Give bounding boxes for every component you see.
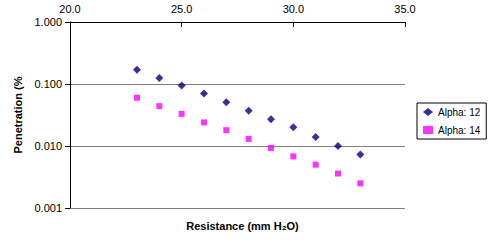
svg-text:Penetration (%: Penetration (% bbox=[12, 76, 24, 153]
svg-text:0.100: 0.100 bbox=[34, 78, 62, 90]
svg-text:20.0: 20.0 bbox=[59, 3, 80, 15]
svg-text:Alpha: 12: Alpha: 12 bbox=[438, 107, 481, 118]
svg-text:25.0: 25.0 bbox=[171, 3, 192, 15]
svg-text:Alpha: 14: Alpha: 14 bbox=[438, 125, 481, 136]
svg-text:Resistance (mm H₂O): Resistance (mm H₂O) bbox=[186, 220, 299, 232]
svg-text:1.000: 1.000 bbox=[34, 16, 62, 28]
svg-text:0.010: 0.010 bbox=[34, 140, 62, 152]
svg-text:0.001: 0.001 bbox=[34, 202, 62, 214]
svg-text:30.0: 30.0 bbox=[283, 3, 304, 15]
svg-text:35.0: 35.0 bbox=[394, 3, 415, 15]
